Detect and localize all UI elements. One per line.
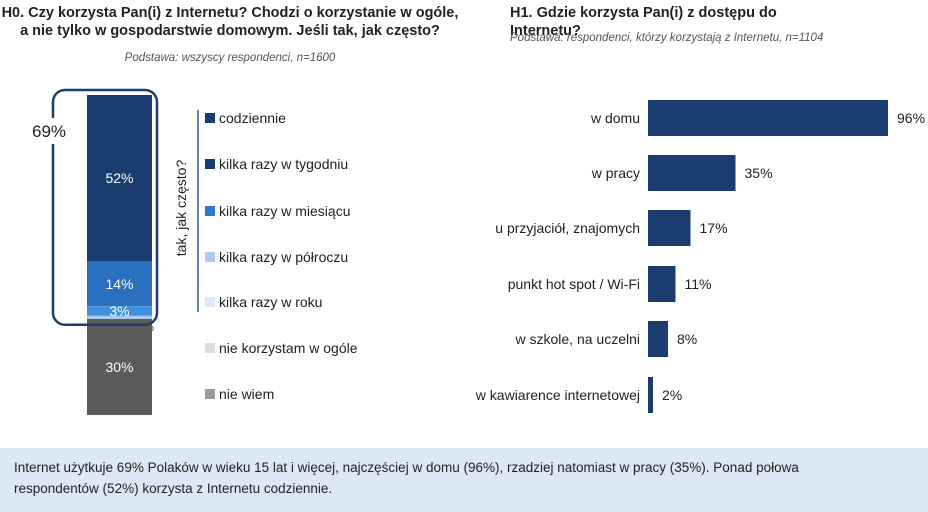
legend-swatch xyxy=(205,252,215,262)
left-chart-base: Podstawa: wszyscy respondenci, n=1600 xyxy=(124,52,336,64)
legend-swatch xyxy=(205,159,215,169)
legend-label: nie wiem xyxy=(219,386,275,402)
hbar-category-1: w pracy xyxy=(591,165,640,181)
hbar-category-0: w domu xyxy=(590,110,640,126)
stacked-segment-5 xyxy=(87,319,152,415)
hbar-5 xyxy=(648,377,653,413)
stacked-segment-2 xyxy=(87,306,152,316)
legend-label: nie korzystam w ogóle xyxy=(219,340,358,356)
legend-label: codziennie xyxy=(219,110,286,126)
hbar-2 xyxy=(648,210,691,246)
hbar-value-2: 17% xyxy=(700,220,728,236)
stacked-segment-3 xyxy=(87,315,152,319)
hbar-1 xyxy=(648,155,736,191)
legend-item: codziennie xyxy=(205,109,286,127)
hbar-4 xyxy=(648,321,668,357)
legend-item: nie wiem xyxy=(205,385,274,403)
legend-item: kilka razy w roku xyxy=(205,293,322,311)
hbar-value-3: 11% xyxy=(685,276,712,292)
segment-label-0: 52% xyxy=(105,170,133,186)
hbar-category-4: w szkole, na uczelni xyxy=(514,331,640,347)
legend-label: kilka razy w miesiącu xyxy=(219,203,351,219)
hbar-3 xyxy=(648,266,676,302)
legend-item: kilka razy w tygodniu xyxy=(205,155,348,173)
right-chart-base: Podstawa: respondenci, którzy korzystają… xyxy=(510,32,824,44)
legend-item: kilka razy w miesiącu xyxy=(205,202,350,220)
bracket-frame xyxy=(51,88,159,327)
segment-label-2: 3% xyxy=(109,303,129,319)
right-chart-title: H1. Gdzie korzysta Pan(i) z dostępu do I… xyxy=(510,5,777,39)
hbar-category-5: w kawiarence internetowej xyxy=(475,387,640,403)
stacked-segment-0 xyxy=(87,95,152,262)
legend-item: kilka razy w półroczu xyxy=(205,248,348,266)
hbar-0 xyxy=(648,100,888,136)
footer-line2: respondentów (52%) korzysta z Internetu … xyxy=(14,481,333,496)
legend-item: nie korzystam w ogóle xyxy=(205,339,358,357)
left-title-line1: H0. Czy korzysta Pan(i) z Internetu? Cho… xyxy=(1,5,459,21)
legend-label: kilka razy w roku xyxy=(219,294,323,310)
legend-swatch xyxy=(205,297,215,307)
legend-label: kilka razy w półroczu xyxy=(219,249,349,265)
hbar-value-5: 2% xyxy=(662,387,682,403)
segment-label-5: 30% xyxy=(105,359,133,375)
legend-swatch xyxy=(205,206,215,216)
hbar-value-0: 96% xyxy=(897,110,925,126)
left-title-line2: a nie tylko w gospodarstwie domowym. Jeś… xyxy=(20,23,440,39)
legend-swatch xyxy=(205,343,215,353)
bracket-label-bg xyxy=(22,118,82,144)
hbar-value-4: 8% xyxy=(677,331,697,347)
charts-canvas: 52%14%3%1%30%69%tak, jak często?w domu96… xyxy=(22,88,926,415)
segment-label-1: 14% xyxy=(105,276,133,292)
legend-swatch xyxy=(205,389,215,399)
vertical-label: tak, jak często? xyxy=(173,160,189,257)
stacked-segment-1 xyxy=(87,261,152,307)
hbar-category-3: punkt hot spot / Wi-Fi xyxy=(508,276,640,292)
hbar-category-2: u przyjaciół, znajomych xyxy=(495,220,640,236)
legend-label: kilka razy w tygodniu xyxy=(219,156,349,172)
hbar-value-1: 35% xyxy=(745,165,773,181)
legend-swatch xyxy=(205,113,215,123)
summary-footer: Internet użytkuje 69% Polaków w wieku 15… xyxy=(0,448,928,512)
bracket-label: 69% xyxy=(32,122,66,141)
footer-line1: Internet użytkuje 69% Polaków w wieku 15… xyxy=(14,460,799,475)
left-chart-title: H0. Czy korzysta Pan(i) z Internetu? Cho… xyxy=(0,4,460,40)
